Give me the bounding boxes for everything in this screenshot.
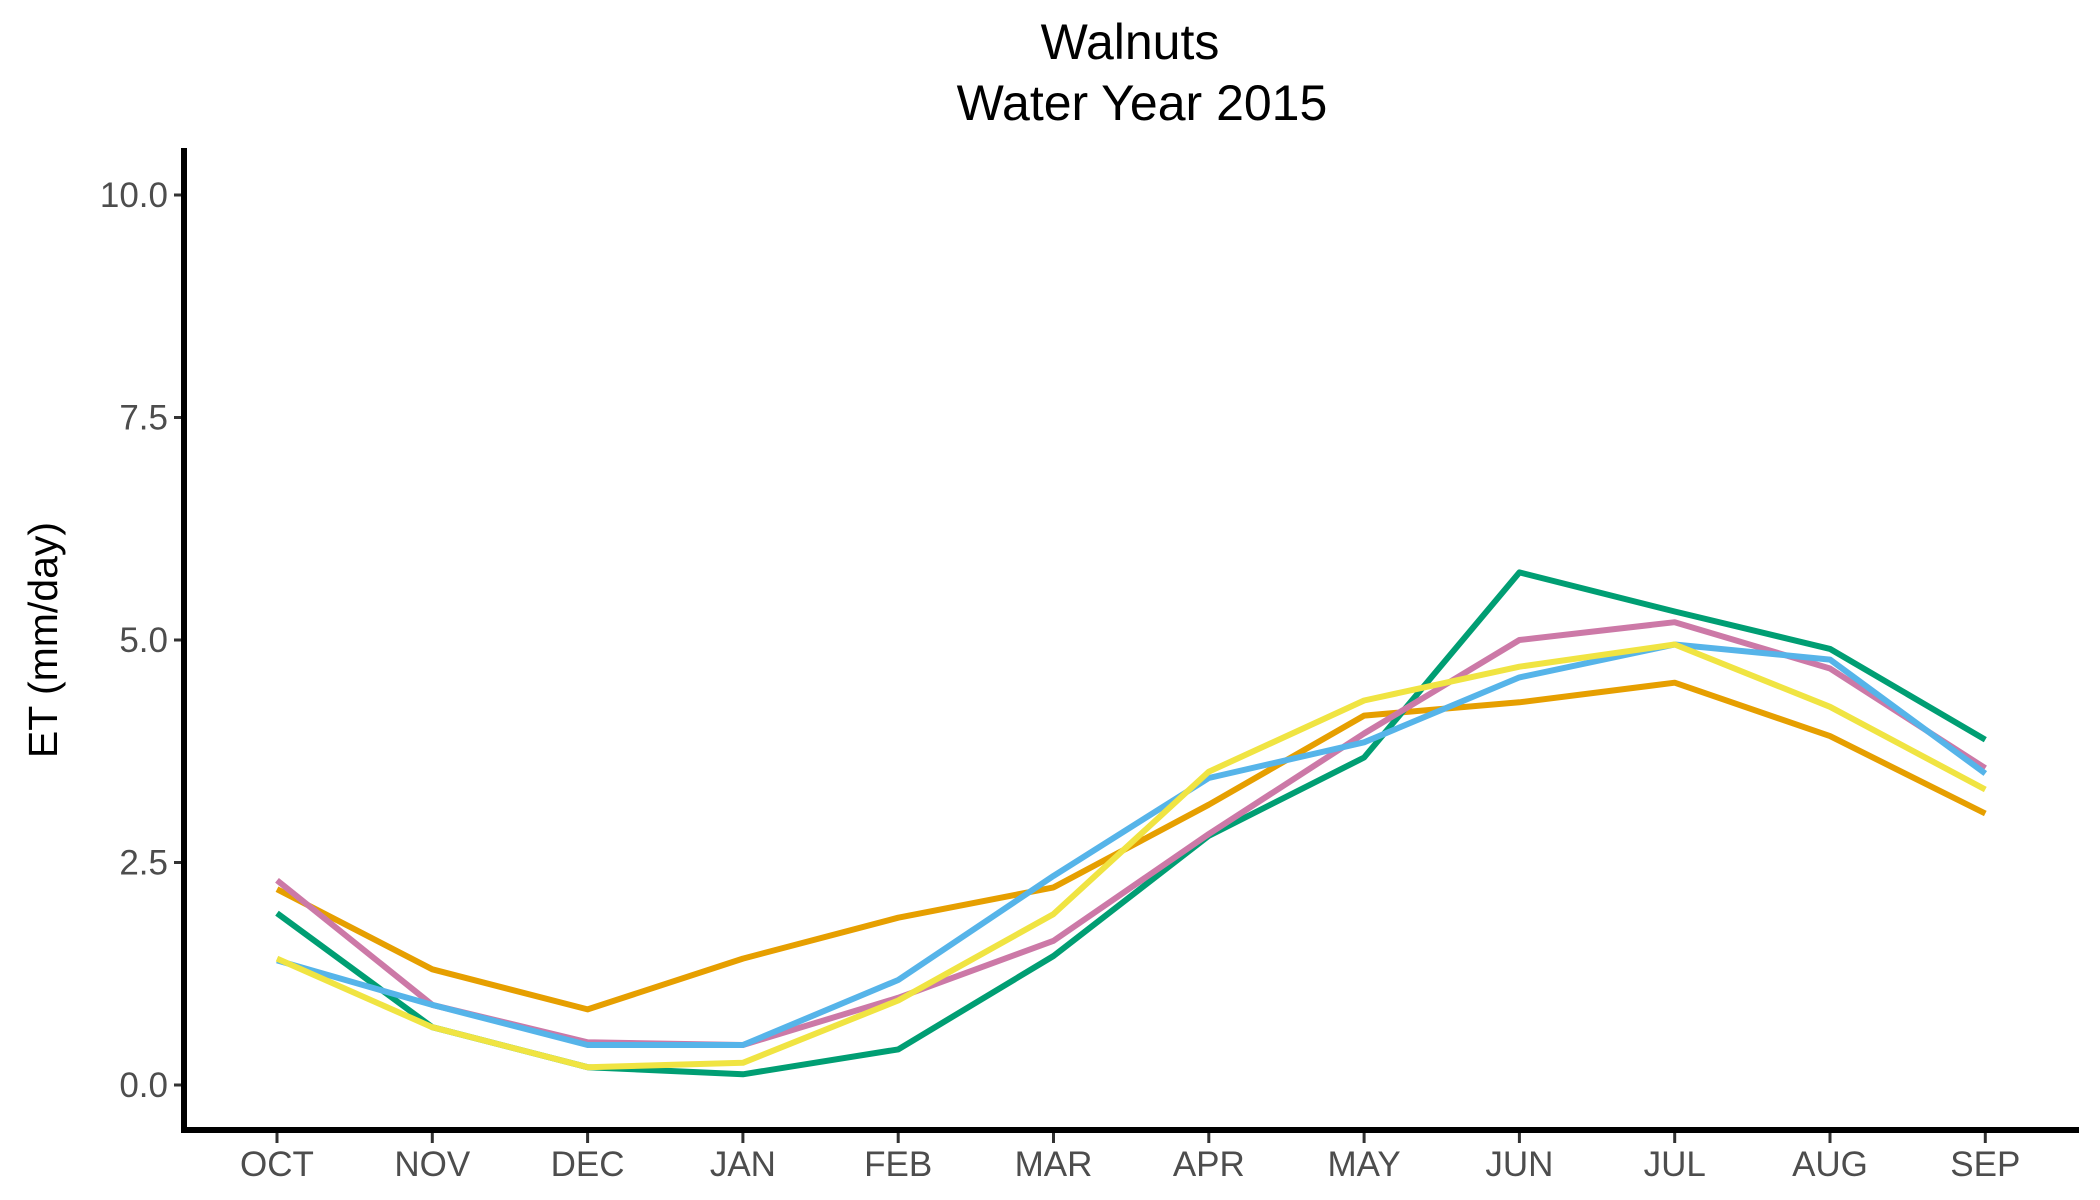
x-tick-label: APR [1173, 1145, 1245, 1184]
y-tick-label: 10.0 [100, 176, 168, 215]
chart-title-line-1: Walnuts [1041, 14, 1220, 70]
series-line-4 [276, 641, 1988, 1048]
x-tick-label: NOV [394, 1145, 471, 1184]
series-lines [275, 569, 1988, 1078]
x-tick-label: JUN [1485, 1145, 1553, 1184]
x-tick-label: OCT [240, 1145, 314, 1184]
x-tick-label: MAR [1015, 1145, 1093, 1184]
y-tick-label: 2.5 [119, 844, 168, 883]
series-line-5 [275, 641, 1987, 1071]
y-axis-title: ET (mm/day) [20, 522, 66, 758]
x-tick-label: JAN [710, 1145, 776, 1184]
chart-title: Walnuts Water Year 2015 [957, 14, 1328, 131]
x-tick-label: FEB [864, 1145, 932, 1184]
x-axis-ticks: OCT NOV DEC JAN FEB MAR APR MAY JUN JUL AUG SEP [240, 1133, 2020, 1184]
x-tick-label: SEP [1950, 1145, 2020, 1184]
y-tick-label: 5.0 [119, 621, 168, 660]
x-tick-label: MAY [1327, 1145, 1400, 1184]
y-tick-label: 0.0 [119, 1066, 168, 1105]
x-tick-label: JUL [1644, 1145, 1706, 1184]
y-tick-label: 7.5 [119, 399, 168, 438]
chart-title-line-2: Water Year 2015 [957, 75, 1328, 131]
x-tick-label: AUG [1792, 1145, 1868, 1184]
series-line-3 [275, 619, 1987, 1048]
y-axis-ticks: 0.0 2.5 5.0 7.5 10.0 [100, 176, 184, 1105]
x-tick-label: DEC [551, 1145, 625, 1184]
